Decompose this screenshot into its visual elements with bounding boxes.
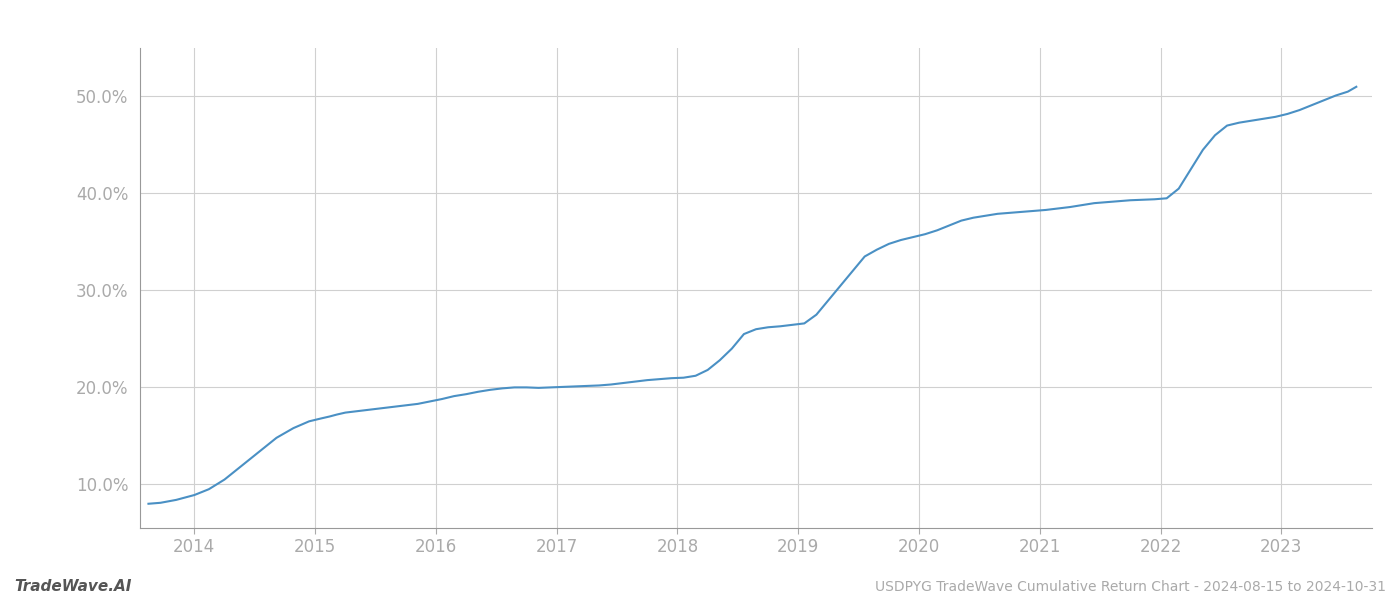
Text: TradeWave.AI: TradeWave.AI bbox=[14, 579, 132, 594]
Text: USDPYG TradeWave Cumulative Return Chart - 2024-08-15 to 2024-10-31: USDPYG TradeWave Cumulative Return Chart… bbox=[875, 580, 1386, 594]
